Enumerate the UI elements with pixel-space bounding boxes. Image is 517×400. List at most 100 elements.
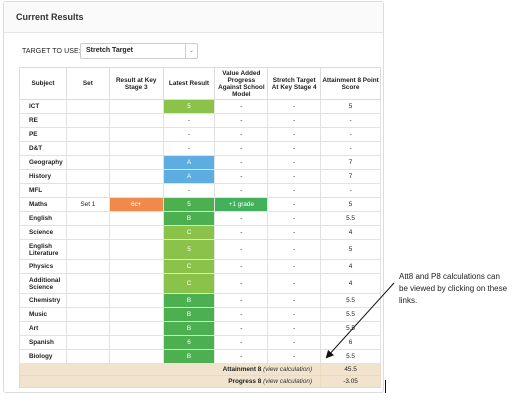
ks3-cell	[108, 155, 164, 170]
att8-cell: 5.5	[320, 307, 381, 322]
latest-result-cell: B	[162, 307, 216, 322]
latest-result-cell: -	[162, 113, 216, 128]
stretch-cell: -	[267, 259, 322, 274]
set-cell	[65, 321, 110, 336]
latest-result-cell: A	[162, 155, 216, 170]
ks3-cell: 6c+	[108, 197, 164, 212]
subject-cell: Geography	[19, 155, 67, 170]
value-added-cell: +1 grade	[214, 197, 269, 212]
stretch-cell: -	[267, 155, 322, 170]
att8-cell: 5.5	[320, 321, 381, 336]
latest-result-cell: B	[162, 321, 216, 336]
att8-cell: 4	[320, 273, 381, 294]
attainment8-summary-row: Attainment 8 (view calculation) 45.5	[18, 363, 381, 376]
progress8-view-calculation-link[interactable]: (view calculation)	[263, 378, 313, 385]
ks3-cell	[108, 349, 164, 364]
subject-cell: English Literature	[19, 239, 67, 260]
value-added-cell: -	[214, 349, 269, 364]
value-added-cell: -	[214, 113, 269, 128]
subject-cell: Physics	[19, 259, 67, 274]
value-added-cell: -	[214, 211, 269, 226]
value-added-cell: -	[214, 183, 269, 198]
progress8-summary-row: Progress 8 (view calculation) -3.05	[18, 375, 381, 388]
progress8-label: Progress 8	[228, 378, 262, 385]
stretch-cell: -	[267, 197, 322, 212]
att8-cell: 5	[320, 197, 381, 212]
latest-result-cell: A	[162, 169, 216, 184]
set-cell	[65, 293, 110, 308]
target-select[interactable]: Stretch Target ⌄	[80, 43, 198, 59]
ks3-cell	[108, 321, 164, 336]
set-cell	[65, 99, 110, 114]
current-results-panel: Current Results TARGET TO USE: Stretch T…	[3, 1, 384, 393]
set-cell	[65, 169, 110, 184]
att8-cell: -	[320, 113, 381, 128]
att8-cell: -	[320, 127, 381, 142]
table-row: Physics C - - 4	[19, 259, 381, 274]
set-cell	[65, 183, 110, 198]
att8-cell: 4	[320, 259, 381, 274]
subject-cell: Music	[19, 307, 67, 322]
table-row: Music B - - 5.5	[19, 307, 381, 322]
set-cell	[65, 225, 110, 240]
attainment8-label: Attainment 8	[222, 366, 262, 373]
att8-cell: 5.5	[320, 293, 381, 308]
value-added-cell: -	[214, 307, 269, 322]
table-row: Biology B - - 5.5	[19, 349, 381, 364]
subject-cell: MFL	[19, 183, 67, 198]
stretch-cell: -	[267, 307, 322, 322]
latest-result-cell: -	[162, 141, 216, 156]
table-row: English Literature 5 - - 5	[19, 239, 381, 260]
value-added-cell: -	[214, 225, 269, 240]
att8-cell: 7	[320, 155, 381, 170]
table-row: MFL - - - -	[19, 183, 381, 198]
att8-cell: 5	[320, 99, 381, 114]
ks3-cell	[108, 335, 164, 350]
stretch-cell: -	[267, 141, 322, 156]
table-header-row: Subject Set Result at Key Stage 3 Latest…	[19, 67, 381, 100]
value-added-cell: -	[214, 141, 269, 156]
table-row: D&T - - - -	[19, 141, 381, 156]
value-added-cell: -	[214, 127, 269, 142]
latest-result-cell: C	[162, 259, 216, 274]
panel-title: Current Results	[16, 12, 84, 22]
subject-cell: Additional Science	[19, 273, 67, 294]
value-added-cell: -	[214, 239, 269, 260]
stretch-cell: -	[267, 99, 322, 114]
value-added-cell: -	[214, 293, 269, 308]
stretch-cell: -	[267, 127, 322, 142]
table-row: Science C - - 4	[19, 225, 381, 240]
stretch-cell: -	[267, 335, 322, 350]
attainment8-value: 45.5	[320, 363, 381, 376]
ks3-cell	[108, 307, 164, 322]
progress8-summary-label: Progress 8 (view calculation)	[18, 375, 322, 388]
table-row: Maths Set 1 6c+ 5 +1 grade - 5	[19, 197, 381, 212]
att8-cell: 6	[320, 335, 381, 350]
table-row: Art B - - 5.5	[19, 321, 381, 336]
table-row: History A - - 7	[19, 169, 381, 184]
stretch-cell: -	[267, 349, 322, 364]
att8-cell: 5.5	[320, 349, 381, 364]
ks3-cell	[108, 183, 164, 198]
ks3-cell	[108, 211, 164, 226]
value-added-cell: -	[214, 335, 269, 350]
set-cell	[65, 335, 110, 350]
subject-cell: D&T	[19, 141, 67, 156]
subject-cell: Spanish	[19, 335, 67, 350]
table-row: Additional Science C - - 4	[19, 273, 381, 294]
latest-result-cell: 5	[162, 239, 216, 260]
set-cell	[65, 211, 110, 226]
chevron-down-icon[interactable]: ⌄	[185, 44, 197, 58]
subject-cell: Biology	[19, 349, 67, 364]
attainment8-view-calculation-link[interactable]: (view calculation)	[263, 366, 313, 373]
set-cell	[65, 273, 110, 294]
header-set: Set	[65, 67, 110, 100]
att8-cell: -	[320, 141, 381, 156]
stretch-cell: -	[267, 211, 322, 226]
value-added-cell: -	[214, 155, 269, 170]
attainment8-summary-label: Attainment 8 (view calculation)	[18, 363, 322, 376]
set-cell	[65, 239, 110, 260]
att8-cell: 7	[320, 169, 381, 184]
latest-result-cell: C	[162, 225, 216, 240]
stretch-cell: -	[267, 273, 322, 294]
